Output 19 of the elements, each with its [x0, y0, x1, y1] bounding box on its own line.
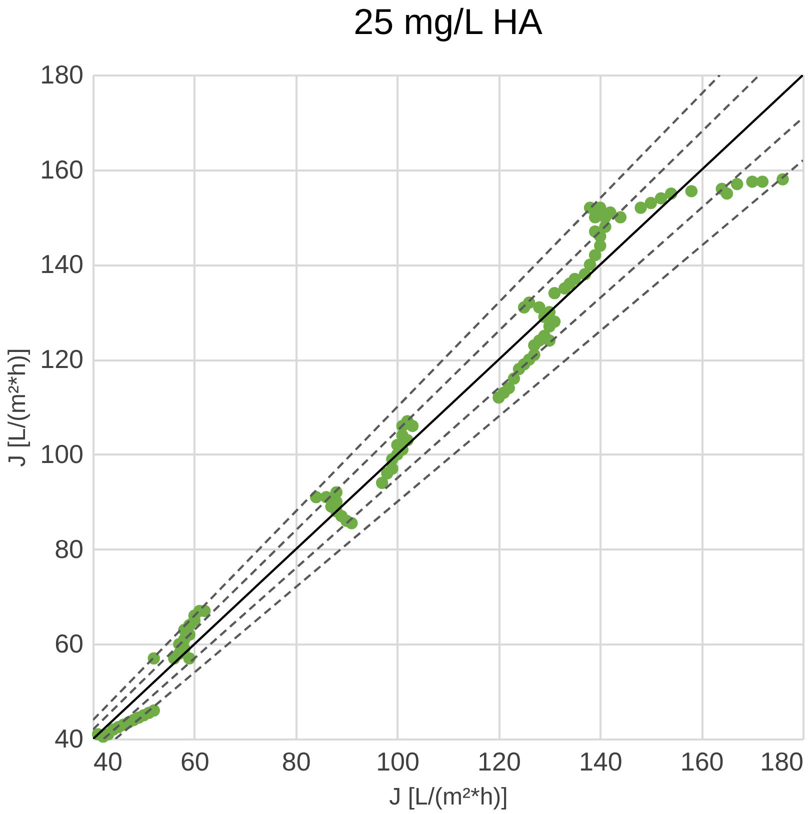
y-tick-label: 40 [54, 724, 84, 754]
y-tick-label: 60 [54, 628, 84, 659]
y-tick-label: 140 [40, 249, 84, 280]
x-tick-label: 100 [376, 746, 420, 776]
x-tick-label: 120 [478, 746, 521, 776]
chart-title: 25 mg/L HA [354, 1, 542, 42]
y-axis-title: J [L/(m²*h)] [4, 348, 32, 467]
x-tick-label: 160 [680, 746, 724, 776]
y-tick-label: 100 [40, 438, 84, 469]
y-tick-label: 120 [40, 344, 84, 374]
y-tick-label: 80 [54, 534, 84, 564]
x-tick-label: 140 [578, 746, 622, 776]
x-axis-title: J [L/(m²*h)] [389, 784, 508, 810]
y-tick-label: 180 [40, 60, 84, 90]
x-tick-label: 40 [94, 746, 122, 776]
x-tick-label: 60 [180, 746, 210, 776]
x-tick-label: 80 [282, 746, 311, 776]
x-tick-label: 180 [760, 746, 804, 776]
y-tick-label: 160 [40, 154, 84, 184]
